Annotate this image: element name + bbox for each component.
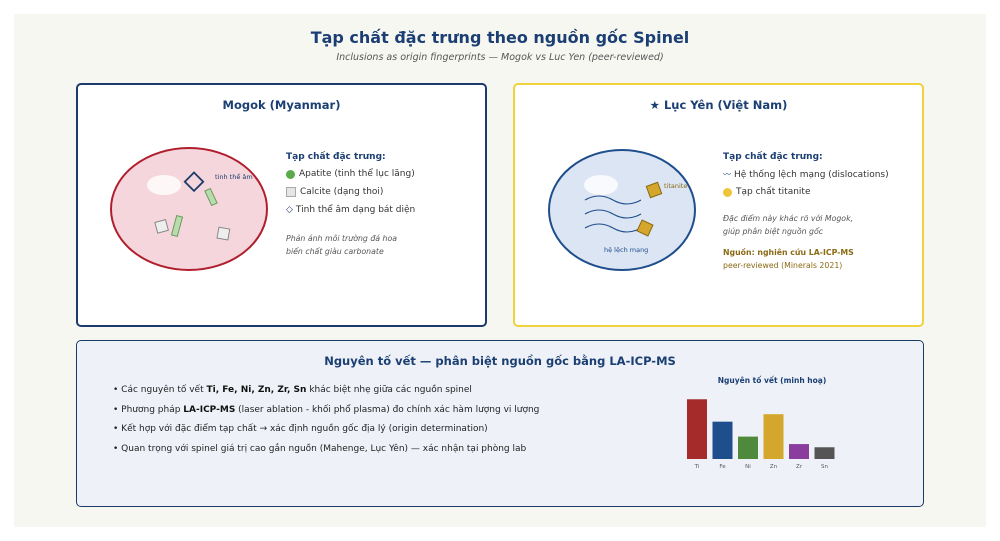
green-dot-icon <box>286 169 295 179</box>
trace-bullet: • Quan trọng với spinel giá trị cao gắn … <box>113 443 527 454</box>
lucyen-item-label: Tạp chất titanite <box>736 187 811 197</box>
trace-elements-card: Nguyên tố vết — phân biệt nguồn gốc bằng… <box>76 340 924 507</box>
dislocation-label: hệ lệch mạng <box>604 246 648 254</box>
lucyen-card: ★ Lục Yên (Việt Nam) titanite hệ lệch mạ… <box>513 83 924 327</box>
lucyen-source-line: peer-reviewed (Minerals 2021) <box>723 261 843 270</box>
octahedron-icon: ◇ <box>286 205 293 215</box>
mogok-card: Mogok (Myanmar) tinh thể âm Tạp chất đặc… <box>76 83 487 327</box>
chart-title: Nguyên tố vết (minh hoạ) <box>717 376 827 385</box>
tick-label-zr: Zr <box>796 464 803 470</box>
trace-bullet: • Phương pháp LA-ICP-MS (laser ablation … <box>113 404 540 415</box>
gray-square-icon <box>286 187 296 197</box>
mogok-item-calcite: Calcite (dạng thoi) <box>286 187 383 197</box>
mogok-note: Phản ánh môi trường đá hoa biến chất già… <box>286 232 397 258</box>
mogok-item-octahedral: ◇ Tinh thể âm dạng bát diện <box>286 205 415 215</box>
tick-label-fe: Fe <box>719 464 726 470</box>
calcite-inclusion <box>154 219 169 234</box>
mogok-note-line: biến chất giàu carbonate <box>286 247 384 256</box>
page-title: Tạp chất đặc trưng theo nguồn gốc Spinel <box>310 28 690 47</box>
mogok-gem-illustration: tinh thể âm <box>110 147 268 271</box>
dislocation-line <box>584 195 642 205</box>
bar-ni <box>738 436 758 459</box>
trace-title: Nguyên tố vết — phân biệt nguồn gốc bằng… <box>324 354 676 368</box>
trace-bullet: • Các nguyên tố vết Ti, Fe, Ni, Zn, Zr, … <box>113 385 472 395</box>
lucyen-title: ★ Lục Yên (Việt Nam) <box>649 98 788 112</box>
lucyen-gem-highlight <box>584 175 618 195</box>
trace-bullet: • Kết hợp với đặc điểm tạp chất → xác đị… <box>113 424 488 434</box>
lucyen-gem-body <box>548 149 696 271</box>
lucyen-note: Đặc điểm này khác rõ với Mogok, giúp phâ… <box>723 212 853 238</box>
dislocation-line <box>584 209 642 219</box>
tick-label-ti: Ti <box>694 464 700 470</box>
tick-label-ni: Ni <box>745 464 751 470</box>
bar-sn <box>814 447 835 459</box>
negative-crystal-inclusion <box>183 171 205 193</box>
mogok-gem-highlight <box>147 175 181 195</box>
page-subtitle: Inclusions as origin fingerprints — Mogo… <box>336 52 664 63</box>
lucyen-source: Nguồn: nghiên cứu LA-ICP-MS peer-reviewe… <box>723 246 854 272</box>
tick-label-zn: Zn <box>770 464 778 470</box>
trace-element-chart: Ti Fe Ni Zn Zr Sn <box>687 399 835 470</box>
trace-bullets: • Các nguyên tố vết Ti, Fe, Ni, Zn, Zr, … <box>113 385 539 463</box>
titanite-label: titanite <box>664 182 687 190</box>
titanite-inclusion <box>636 219 654 237</box>
titanite-inclusion <box>645 181 663 199</box>
mogok-item-label: Apatite (tinh thể lục lăng) <box>299 169 415 179</box>
mogok-gem-label: tinh thể âm <box>215 172 253 181</box>
mogok-item-label: Tinh thể âm dạng bát diện <box>295 205 416 215</box>
lucyen-note-line: giúp phân biệt nguồn gốc <box>723 227 824 236</box>
mogok-gem-body <box>110 147 268 271</box>
dislocation-line <box>584 223 642 233</box>
bar-zr <box>789 444 809 459</box>
bar-fe <box>712 421 733 459</box>
mogok-item-apatite: Apatite (tinh thể lục lăng) <box>286 169 415 179</box>
lucyen-heading: Tạp chất đặc trưng: <box>723 152 823 162</box>
tick-label-sn: Sn <box>821 464 828 470</box>
lucyen-item-label: Hệ thống lệch mạng (dislocations) <box>734 169 889 180</box>
lucyen-item-dislocations: 〰 Hệ thống lệch mạng (dislocations) <box>723 169 889 180</box>
bar-ti <box>687 399 707 459</box>
lucyen-note-line: Đặc điểm này khác rõ với Mogok, <box>723 214 854 223</box>
apatite-inclusion <box>170 214 184 238</box>
apatite-inclusion <box>204 187 218 207</box>
mogok-heading: Tạp chất đặc trưng: <box>286 152 386 162</box>
lucyen-gem-illustration: titanite hệ lệch mạng <box>548 149 696 271</box>
mogok-title: Mogok (Myanmar) <box>222 98 341 112</box>
bar-zn <box>763 414 784 459</box>
mogok-note-line: Phản ánh môi trường đá hoa <box>286 234 398 243</box>
calcite-inclusion <box>216 226 231 241</box>
lucyen-item-titanite: Tạp chất titanite <box>723 187 811 197</box>
lucyen-source-title: Nguồn: nghiên cứu LA-ICP-MS <box>723 248 854 257</box>
mogok-item-label: Calcite (dạng thoi) <box>300 187 384 197</box>
wave-icon: 〰 <box>723 170 731 179</box>
yellow-dot-icon <box>723 187 732 197</box>
